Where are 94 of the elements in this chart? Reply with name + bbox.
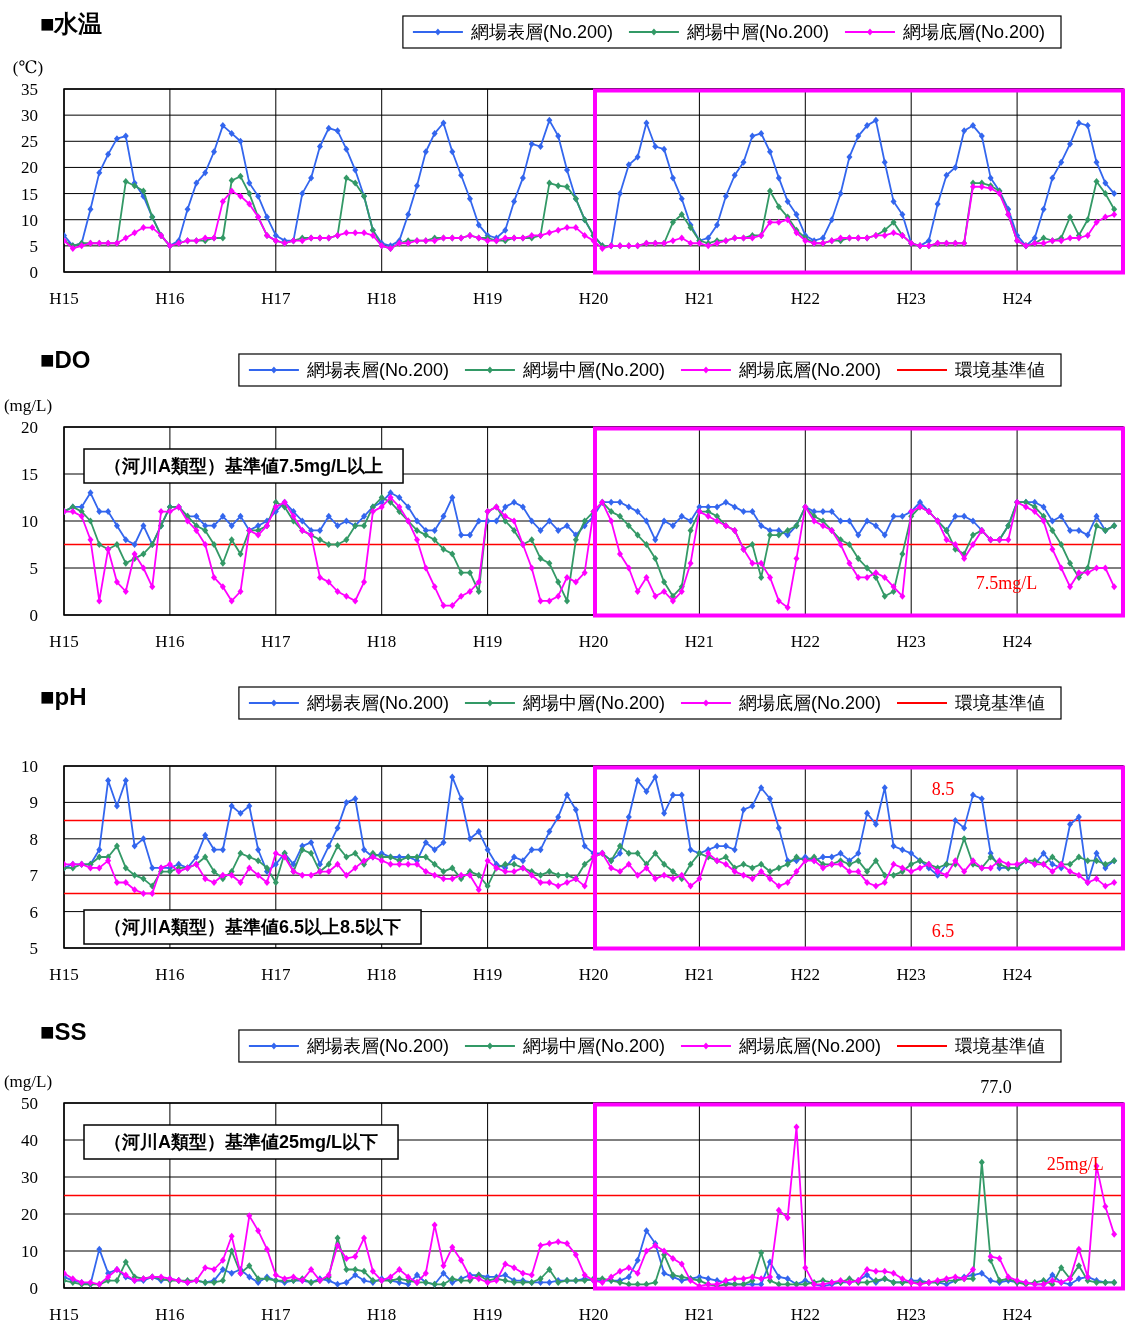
x-tick-label: H21 — [684, 965, 715, 984]
chart-title: ■水温 — [40, 10, 103, 37]
legend-label: 網場表層(No.200) — [305, 693, 449, 713]
y-tick-label: 15 — [21, 465, 38, 484]
y-axis-title: (mg/L) — [3, 396, 53, 415]
x-tick-label: H24 — [1002, 965, 1033, 984]
y-tick-label: 20 — [21, 158, 38, 178]
x-tick-label: H15 — [49, 965, 79, 984]
legend-label: 環境基準値 — [955, 360, 1045, 380]
x-tick-label: H18 — [367, 632, 397, 651]
x-tick-label: H22 — [790, 965, 820, 984]
y-tick-label: 7 — [29, 866, 39, 886]
x-tick-label: H16 — [155, 289, 185, 308]
text: 77.0 — [980, 1077, 1012, 1097]
annotation: 25mg/L — [1046, 1153, 1104, 1174]
legend-label: 網場表層(No.200) — [469, 22, 613, 42]
legend-label: 網場表層(No.200) — [305, 1036, 449, 1056]
x-tick-label: H24 — [1002, 632, 1033, 651]
x-tick-label: H21 — [684, 289, 715, 308]
x-tick-label: H18 — [367, 1305, 397, 1323]
legend-label: 網場中層(No.200) — [521, 1036, 665, 1056]
x-tick-label: H19 — [472, 289, 503, 308]
y-tick-label: 30 — [21, 106, 38, 126]
legend-label: 環境基準値 — [955, 693, 1045, 713]
legend-label: 網場表層(No.200) — [305, 360, 449, 380]
y-tick-label: 35 — [21, 80, 38, 99]
annotation: （河川A類型）基準値6.5以上8.5以下 — [104, 917, 402, 937]
x-tick-label: H23 — [896, 632, 926, 651]
y-tick-label: 0 — [29, 606, 38, 625]
chart-title: ■DO — [40, 346, 91, 373]
x-tick-label: H20 — [578, 632, 609, 651]
y-tick-label: 40 — [21, 1131, 38, 1150]
y-tick-label: 50 — [21, 1094, 38, 1113]
x-tick-label: H23 — [896, 1305, 926, 1323]
x-tick-label: H15 — [49, 632, 79, 651]
x-tick-label: H16 — [155, 1305, 185, 1323]
annotation: 8.5 — [931, 778, 955, 799]
annotation: （河川A類型）基準値25mg/L以下 — [104, 1132, 379, 1152]
y-tick-label: 10 — [21, 1242, 38, 1261]
x-tick-label: H18 — [367, 289, 397, 308]
chart-title: ■SS — [40, 1018, 87, 1045]
annotation: 6.5 — [931, 921, 955, 942]
y-tick-label: 20 — [21, 418, 38, 437]
y-tick-label: 0 — [29, 263, 38, 282]
x-tick-label: H16 — [155, 965, 185, 984]
y-tick-label: 25 — [21, 132, 38, 152]
legend-label: 網場底層(No.200) — [737, 360, 881, 380]
y-tick-label: 6 — [29, 902, 38, 922]
x-tick-label: H24 — [1002, 1305, 1033, 1323]
x-tick-label: H16 — [155, 632, 185, 651]
y-tick-label: 8 — [29, 829, 38, 849]
x-tick-label: H20 — [578, 1305, 609, 1323]
x-tick-label: H24 — [1002, 289, 1033, 308]
y-tick-label: 20 — [21, 1205, 38, 1224]
x-tick-label: H22 — [790, 632, 820, 651]
legend-label: 網場中層(No.200) — [521, 360, 665, 380]
y-tick-label: 10 — [21, 512, 38, 531]
x-tick-label: H23 — [896, 965, 926, 984]
x-tick-label: H17 — [261, 1305, 291, 1323]
x-tick-label: H22 — [790, 289, 820, 308]
y-tick-label: 5 — [29, 939, 38, 958]
y-tick-label: 5 — [29, 236, 38, 256]
y-axis-title: (℃) — [12, 58, 44, 77]
x-tick-label: H21 — [684, 1305, 715, 1323]
annotation: （河川A類型）基準値7.5mg/L以上 — [104, 456, 384, 476]
x-tick-label: H18 — [367, 965, 397, 984]
x-tick-label: H23 — [896, 289, 926, 308]
x-tick-label: H19 — [472, 632, 503, 651]
y-tick-label: 5 — [29, 559, 38, 578]
legend-label: 環境基準値 — [955, 1036, 1045, 1056]
y-tick-label: 10 — [21, 210, 38, 230]
x-tick-label: H15 — [49, 1305, 79, 1323]
x-tick-label: H19 — [472, 965, 503, 984]
x-tick-label: H15 — [49, 289, 79, 308]
legend-label: 網場底層(No.200) — [737, 693, 881, 713]
x-tick-label: H20 — [578, 289, 609, 308]
legend-label: 網場中層(No.200) — [521, 693, 665, 713]
y-tick-label: 10 — [21, 757, 38, 776]
x-tick-label: H22 — [790, 1305, 820, 1323]
x-tick-label: H21 — [684, 632, 715, 651]
legend-label: 網場中層(No.200) — [685, 22, 829, 42]
x-tick-label: H20 — [578, 965, 609, 984]
y-tick-label: 9 — [29, 793, 38, 813]
x-tick-label: H17 — [261, 965, 291, 984]
y-tick-label: 15 — [21, 184, 38, 204]
x-tick-label: H17 — [261, 289, 291, 308]
y-axis-title: (mg/L) — [3, 1072, 53, 1091]
x-tick-label: H19 — [472, 1305, 503, 1323]
y-tick-label: 0 — [29, 1279, 38, 1298]
y-tick-label: 30 — [21, 1168, 38, 1187]
legend-label: 網場底層(No.200) — [901, 22, 1045, 42]
x-tick-label: H17 — [261, 632, 291, 651]
legend-label: 網場底層(No.200) — [737, 1036, 881, 1056]
chart-title: ■pH — [40, 683, 87, 710]
